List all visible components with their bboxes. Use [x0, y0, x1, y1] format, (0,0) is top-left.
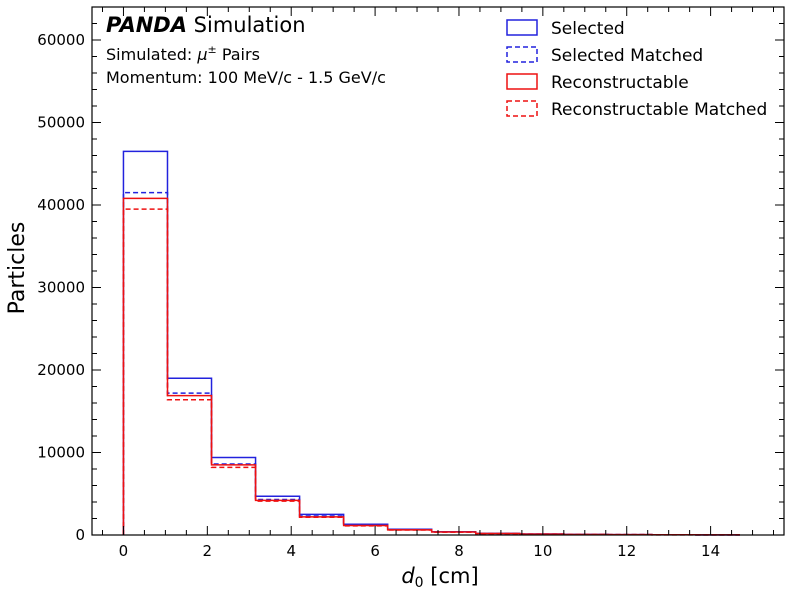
x-tick-label: 10 [533, 542, 552, 560]
momentum-text: Momentum: 100 MeV/c - 1.5 GeV/c [106, 68, 386, 87]
brand-text: PANDA Simulation [106, 13, 306, 37]
y-tick-label: 40000 [37, 196, 85, 214]
y-axis-label: Particles [5, 222, 30, 315]
x-tick-label: 14 [701, 542, 720, 560]
legend-swatch [506, 19, 538, 36]
x-tick-label: 12 [617, 542, 636, 560]
series-reconstructable-matched [122, 208, 740, 536]
simulated-text: Simulated: μ± Pairs [106, 43, 260, 64]
series-layer [122, 150, 740, 536]
legend-label: Selected Matched [551, 46, 703, 66]
axis-ticks: 0 2 4 6 8 10 12 14 0 10000 20000 30000 40000 50000 600… [37, 6, 784, 560]
y-tick-label: 10000 [37, 444, 85, 462]
legend-swatch [506, 100, 538, 117]
series-selected [122, 150, 740, 536]
series-selected-matched [122, 191, 740, 536]
y-tick-label: 50000 [37, 114, 85, 132]
x-tick-label: 4 [286, 542, 296, 560]
series-reconstructable [122, 197, 740, 536]
x-tick-label: 8 [454, 542, 464, 560]
legend-label: Selected [551, 19, 625, 39]
y-tick-label: 30000 [37, 279, 85, 297]
x-tick-label: 0 [119, 542, 129, 560]
y-tick-label: 20000 [37, 361, 85, 379]
legend-swatch [506, 73, 538, 90]
legend-swatch [506, 46, 538, 63]
y-tick-label: 0 [75, 526, 85, 544]
legend: Selected Selected Matched Reconstructable R… [506, 19, 767, 120]
x-axis-label: d0 [cm] [401, 564, 478, 591]
x-tick-label: 6 [370, 542, 380, 560]
legend-label: Reconstructable [551, 73, 689, 93]
x-tick-label: 2 [203, 542, 213, 560]
legend-label: Reconstructable Matched [551, 100, 767, 120]
y-tick-label: 60000 [37, 31, 85, 49]
